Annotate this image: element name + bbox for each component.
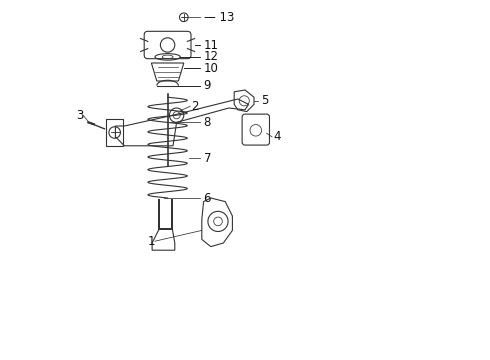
Text: 1: 1 bbox=[148, 235, 155, 248]
Text: 5: 5 bbox=[261, 94, 269, 107]
Text: — 13: — 13 bbox=[204, 11, 234, 24]
Text: 2: 2 bbox=[191, 100, 198, 113]
Text: 8: 8 bbox=[204, 116, 211, 129]
Text: 3: 3 bbox=[76, 109, 84, 122]
Text: 10: 10 bbox=[204, 62, 219, 75]
Text: 9: 9 bbox=[204, 79, 211, 92]
Text: 7: 7 bbox=[204, 152, 211, 165]
Text: 12: 12 bbox=[204, 50, 219, 63]
Text: 11: 11 bbox=[204, 39, 219, 51]
Text: 6: 6 bbox=[204, 192, 211, 204]
Text: 4: 4 bbox=[274, 130, 281, 143]
